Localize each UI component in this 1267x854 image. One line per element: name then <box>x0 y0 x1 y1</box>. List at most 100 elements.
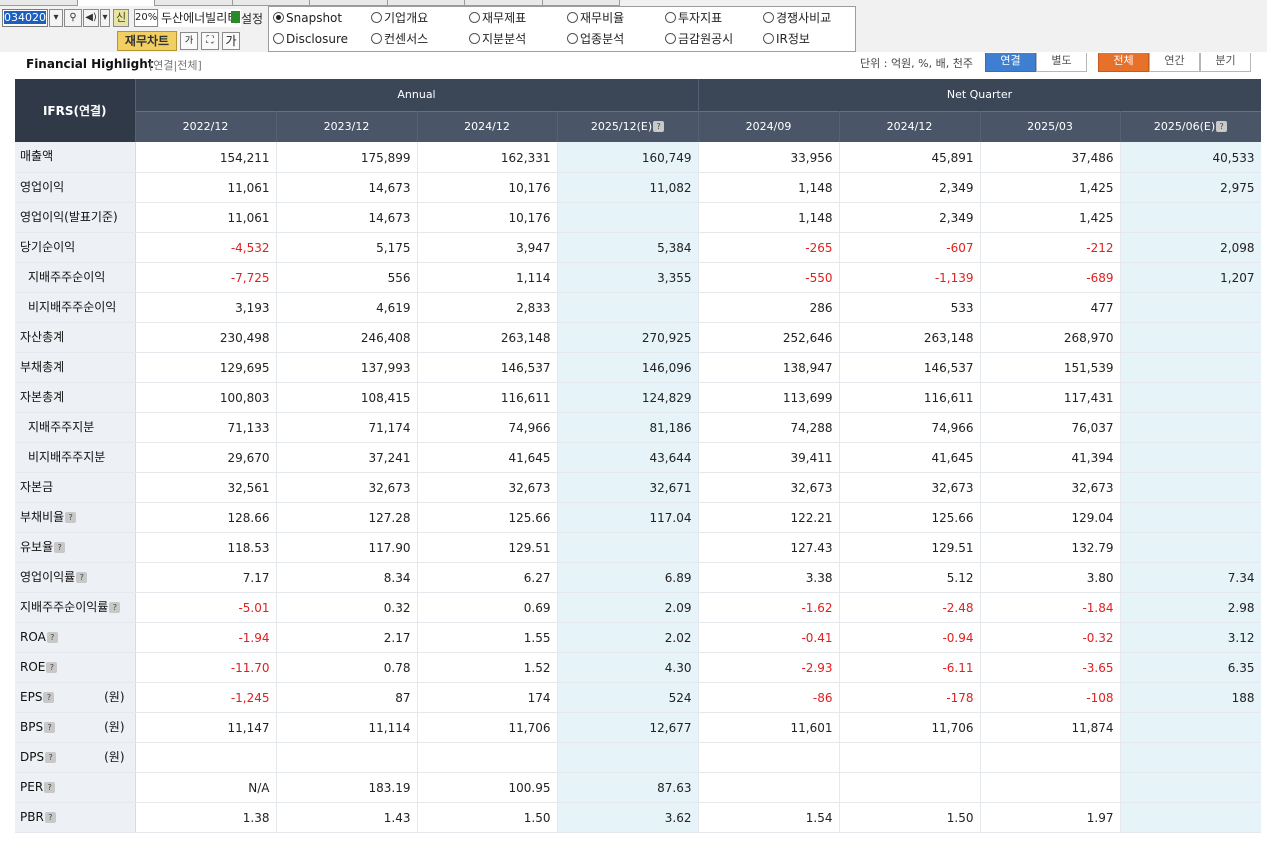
help-icon[interactable]: ? <box>109 601 121 613</box>
table-cell: 1,114 <box>417 262 558 293</box>
table-cell: 100.95 <box>417 772 558 803</box>
table-cell: -178 <box>839 682 981 713</box>
radio-company-overview[interactable]: 기업개요 <box>371 11 428 25</box>
table-cell: 32,673 <box>276 472 418 503</box>
radio-investment-indicators[interactable]: 투자지표 <box>665 11 722 25</box>
radio-competitor-compare[interactable]: 경쟁사비교 <box>763 11 831 25</box>
table-cell <box>1120 712 1261 743</box>
help-icon[interactable]: ? <box>65 511 77 523</box>
radio-financial-ratios[interactable]: 재무비율 <box>567 11 624 25</box>
speaker-icon[interactable]: ◀) <box>83 9 99 27</box>
radio-dot <box>665 12 676 23</box>
table-cell: 71,133 <box>135 412 277 443</box>
tab[interactable] <box>0 0 78 6</box>
help-icon[interactable]: ? <box>46 631 58 643</box>
all-periods-toggle[interactable]: 전체 <box>1098 53 1149 72</box>
table-cell: -212 <box>980 232 1121 263</box>
table-row: 비지배주주순이익 3,193 4,619 2,833 286 533 477 <box>15 292 1261 323</box>
table-cell <box>557 532 699 563</box>
annual-toggle[interactable]: 연간 <box>1149 53 1200 72</box>
margin-rate-badge: 20% <box>134 9 158 27</box>
tab[interactable] <box>387 0 465 6</box>
radio-shareholding[interactable]: 지분분석 <box>469 32 526 46</box>
radio-ir-info[interactable]: IR정보 <box>763 32 810 46</box>
row-unit: (원) <box>104 689 125 704</box>
table-cell: -6.11 <box>839 652 981 683</box>
expand-icon[interactable]: ⛶ <box>201 32 219 50</box>
help-icon[interactable]: ? <box>44 781 56 793</box>
table-cell: 118.53 <box>135 532 277 563</box>
radio-disclosure[interactable]: Disclosure <box>273 32 348 46</box>
help-icon[interactable]: ? <box>44 811 56 823</box>
tab[interactable] <box>542 0 620 6</box>
radio-fss-disclosure[interactable]: 금감원공시 <box>665 32 733 46</box>
help-icon[interactable]: ? <box>1216 121 1228 133</box>
table-cell: 477 <box>980 292 1121 323</box>
speaker-dropdown-button[interactable]: ▾ <box>100 9 110 27</box>
tab[interactable] <box>465 0 543 6</box>
table-cell: 41,645 <box>417 442 558 473</box>
radio-consensus[interactable]: 컨센서스 <box>371 32 428 46</box>
table-cell: 1.50 <box>417 802 558 833</box>
radio-dot <box>763 12 774 23</box>
radio-label: 재무제표 <box>482 11 527 25</box>
consolidated-toggle[interactable]: 연결 <box>985 53 1036 72</box>
tab[interactable] <box>155 0 233 6</box>
row-label: 부채비율 <box>20 509 65 524</box>
help-icon[interactable]: ? <box>43 691 55 703</box>
period-label: 2024/12 <box>886 120 933 134</box>
table-cell: -2.48 <box>839 592 981 623</box>
row-label: EPS <box>20 689 43 704</box>
help-icon[interactable]: ? <box>653 121 665 133</box>
search-icon[interactable]: ⚲ <box>64 9 82 27</box>
help-icon[interactable]: ? <box>76 571 88 583</box>
tab-active[interactable] <box>77 0 155 6</box>
credit-badge: 신 <box>113 9 129 27</box>
help-icon[interactable]: ? <box>44 721 56 733</box>
table-cell: -3.65 <box>980 652 1121 683</box>
period-header: 2024/09 <box>698 110 840 142</box>
financial-chart-button[interactable]: 재무차트 <box>117 31 177 51</box>
table-cell <box>1120 292 1261 323</box>
table-cell: 32,673 <box>980 472 1121 503</box>
stock-code-input[interactable]: 034020 <box>2 9 48 27</box>
radio-label: 경쟁사비교 <box>776 11 832 25</box>
row-header: PER? <box>15 772 136 803</box>
separate-toggle[interactable]: 별도 <box>1036 53 1087 72</box>
table-cell: -0.94 <box>839 622 981 653</box>
row-label: BPS <box>20 719 44 734</box>
quarter-toggle[interactable]: 분기 <box>1200 53 1251 72</box>
table-cell: 146,096 <box>557 352 699 383</box>
table-cell: 122.21 <box>698 502 840 533</box>
radio-financial-statements[interactable]: 재무제표 <box>469 11 526 25</box>
code-dropdown-button[interactable]: ▾ <box>49 9 63 27</box>
help-icon[interactable]: ? <box>45 751 57 763</box>
table-cell: 37,241 <box>276 442 418 473</box>
setting-button[interactable]: 설정 <box>241 12 264 26</box>
table-cell: 125.66 <box>417 502 558 533</box>
row-label: 부채총계 <box>20 359 65 374</box>
table-row: 매출액 154,211 175,899 162,331 160,749 33,956 45,… <box>15 142 1261 173</box>
tab[interactable] <box>232 0 310 6</box>
table-cell: 11,082 <box>557 172 699 203</box>
help-icon[interactable]: ? <box>54 541 66 553</box>
font-increase-icon[interactable]: 가 <box>222 32 240 50</box>
radio-snapshot[interactable]: Snapshot <box>273 11 342 25</box>
radio-dot <box>273 33 284 44</box>
radio-industry-analysis[interactable]: 업종분석 <box>567 32 624 46</box>
tab[interactable] <box>310 0 388 6</box>
table-cell: 74,966 <box>839 412 981 443</box>
table-cell: 1.97 <box>980 802 1121 833</box>
row-label: 영업이익률 <box>20 569 76 584</box>
table-row: 자본총계 100,803 108,415 116,611 124,829 113,699 1… <box>15 382 1261 413</box>
table-cell: 117,431 <box>980 382 1121 413</box>
table-cell <box>980 742 1121 773</box>
font-decrease-icon[interactable]: 가 <box>180 32 198 50</box>
row-label: PER <box>20 779 44 794</box>
help-icon[interactable]: ? <box>46 661 58 673</box>
table-cell: 71,174 <box>276 412 418 443</box>
table-cell: 2.09 <box>557 592 699 623</box>
row-label: 당기순이익 <box>20 239 76 254</box>
table-cell <box>698 772 840 803</box>
table-cell: 1,207 <box>1120 262 1261 293</box>
